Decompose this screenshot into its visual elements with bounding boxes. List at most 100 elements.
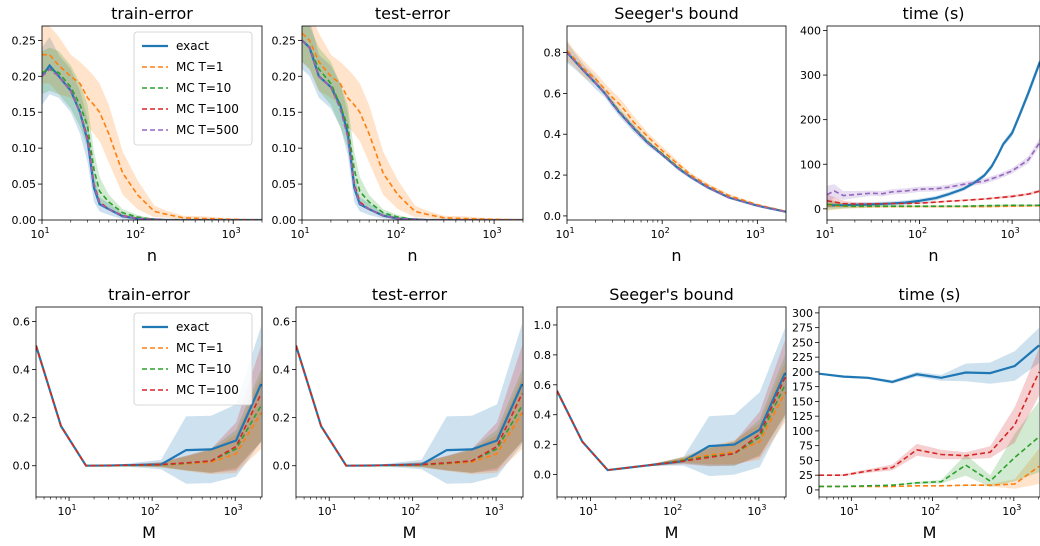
series-line bbox=[567, 51, 786, 213]
y-tick-label: 0.4 bbox=[534, 409, 552, 422]
series-line bbox=[557, 376, 786, 471]
x-tick-label: 103 bbox=[746, 226, 765, 241]
confidence-band bbox=[42, 36, 262, 220]
legend-label: MC T=100 bbox=[176, 383, 239, 397]
confidence-band bbox=[296, 345, 523, 473]
confidence-band bbox=[819, 401, 1040, 487]
series-line bbox=[819, 371, 1040, 477]
series-line bbox=[302, 39, 523, 220]
y-tick-label: 0.8 bbox=[544, 47, 562, 60]
confidence-band bbox=[557, 327, 786, 477]
legend: exact MC T=1 MC T=10 MC T=100 MC T=500 bbox=[133, 31, 253, 146]
series-line bbox=[567, 51, 786, 213]
subplot-title: Seeger's bound bbox=[614, 4, 739, 23]
y-tick-label: 25 bbox=[799, 469, 813, 482]
x-tick-label: 101 bbox=[30, 226, 49, 241]
y-tick-label: 0.0 bbox=[534, 469, 552, 482]
x-tick-label: 101 bbox=[840, 503, 859, 518]
x-tick-label: 102 bbox=[141, 503, 160, 518]
y-tick-label: 175 bbox=[792, 381, 813, 394]
y-tick-label: 0.6 bbox=[534, 379, 552, 392]
y-tick-label: 0.05 bbox=[12, 178, 37, 191]
subplot-3: 0.0 0.2 0.4 0.6 0.8 101 102 103 Seeger's bound n bbox=[544, 4, 787, 265]
x-tick-label: 102 bbox=[651, 226, 670, 241]
x-tick-label: 102 bbox=[921, 503, 940, 518]
y-tick-label: 0.0 bbox=[13, 460, 31, 473]
y-tick-label: 1.0 bbox=[534, 319, 552, 332]
y-tick-label: 0.05 bbox=[272, 178, 297, 191]
series-line bbox=[827, 61, 1040, 207]
axes-frame bbox=[41, 25, 263, 221]
y-tick-label: 0.2 bbox=[544, 169, 562, 182]
subplot-4: 0 100 200 300 400 101 102 103 time (s) n bbox=[800, 4, 1040, 265]
axes-frame bbox=[566, 25, 787, 221]
y-tick-label: 100 bbox=[792, 425, 813, 438]
axes-frame bbox=[556, 306, 787, 498]
y-tick-label: 250 bbox=[792, 336, 813, 349]
x-tick-label: 101 bbox=[58, 503, 77, 518]
y-tick-label: 0.6 bbox=[13, 315, 31, 328]
x-tick-label: 103 bbox=[747, 503, 766, 518]
confidence-band bbox=[557, 362, 786, 471]
axes-frame bbox=[301, 25, 524, 221]
plot-area bbox=[827, 57, 1040, 211]
x-tick-label: 101 bbox=[318, 503, 337, 518]
legend-label: MC T=500 bbox=[176, 123, 239, 137]
series-line bbox=[827, 203, 1040, 207]
plot-area bbox=[567, 40, 786, 213]
series-line bbox=[296, 345, 523, 467]
series-line bbox=[567, 51, 786, 213]
plot-area bbox=[296, 323, 523, 484]
y-tick-label: 0.2 bbox=[273, 412, 291, 425]
y-tick-label: 0.8 bbox=[534, 349, 552, 362]
series-line bbox=[302, 39, 523, 220]
y-tick-label: 0.25 bbox=[272, 34, 297, 47]
subplot-6: 0.0 0.2 0.4 0.6 101 102 103 test-error M bbox=[273, 285, 524, 542]
x-tick-label: 101 bbox=[555, 226, 574, 241]
subplot-title: test-error bbox=[372, 285, 448, 304]
y-tick-label: 0.15 bbox=[272, 106, 297, 119]
y-tick-label: 300 bbox=[800, 69, 821, 82]
x-axis-label: n bbox=[928, 246, 938, 265]
x-tick-label: 102 bbox=[386, 226, 405, 241]
y-tick-label: 0 bbox=[814, 203, 821, 216]
confidence-band bbox=[819, 348, 1040, 477]
legend-label: MC T=10 bbox=[176, 362, 231, 376]
subplot-2: 0.00 0.05 0.10 0.15 0.20 0.25 101 102 103 test-er… bbox=[272, 4, 524, 265]
confidence-band bbox=[819, 448, 1040, 489]
legend-label: MC T=100 bbox=[176, 102, 239, 116]
confidence-band bbox=[819, 327, 1040, 384]
confidence-band bbox=[827, 137, 1040, 204]
y-tick-label: 150 bbox=[792, 395, 813, 408]
series-line bbox=[827, 190, 1040, 205]
x-tick-label: 102 bbox=[401, 503, 420, 518]
axes-frame bbox=[826, 25, 1040, 221]
confidence-band bbox=[36, 345, 262, 475]
axes-frame bbox=[818, 306, 1040, 498]
subplot-title: train-error bbox=[108, 285, 190, 304]
y-tick-label: 400 bbox=[800, 24, 821, 37]
y-tick-label: 300 bbox=[792, 307, 813, 320]
y-tick-label: 0.0 bbox=[273, 460, 291, 473]
axes-frame bbox=[295, 306, 524, 498]
series-line bbox=[42, 68, 262, 220]
y-tick-label: 0.4 bbox=[273, 364, 291, 377]
confidence-band bbox=[827, 199, 1040, 210]
x-axis-label: M bbox=[142, 523, 156, 542]
legend-label: MC T=10 bbox=[176, 81, 231, 95]
subplot-7: 0.0 0.2 0.4 0.6 0.8 1.0 101 102 103 Seeger's boun… bbox=[534, 285, 787, 542]
y-tick-label: 0.10 bbox=[272, 142, 297, 155]
y-tick-label: 50 bbox=[799, 454, 813, 467]
subplot-title: test-error bbox=[375, 4, 451, 23]
x-tick-label: 101 bbox=[815, 226, 834, 241]
x-tick-label: 103 bbox=[224, 503, 243, 518]
y-tick-label: 0.10 bbox=[12, 142, 37, 155]
confidence-band bbox=[36, 345, 262, 473]
y-tick-label: 0.2 bbox=[534, 439, 552, 452]
legend-box bbox=[133, 312, 253, 406]
y-tick-label: 100 bbox=[800, 158, 821, 171]
x-tick-label: 102 bbox=[908, 226, 927, 241]
confidence-band bbox=[36, 345, 262, 473]
x-tick-label: 101 bbox=[290, 226, 309, 241]
